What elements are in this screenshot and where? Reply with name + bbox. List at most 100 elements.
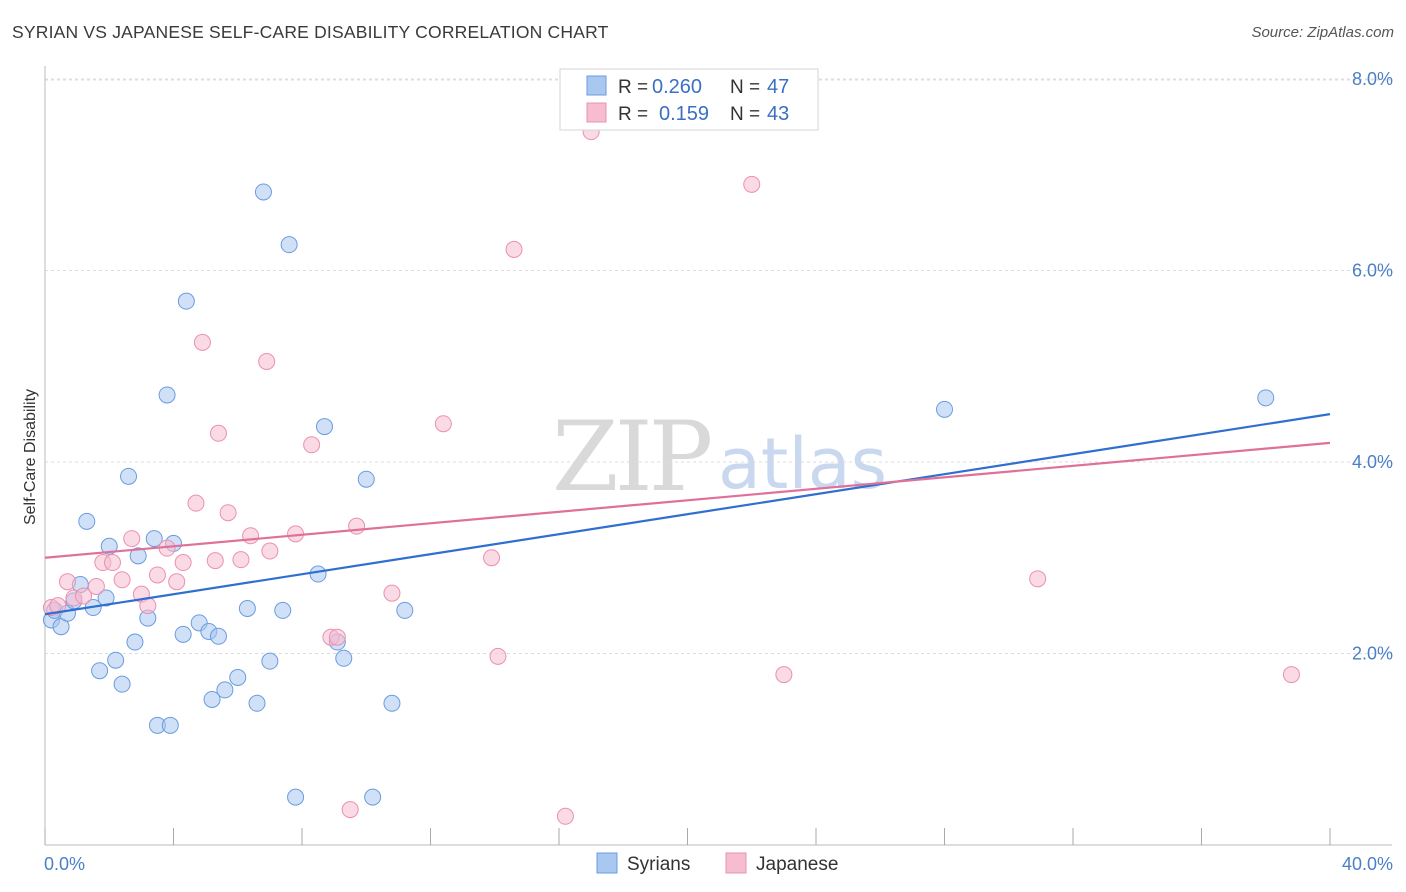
syrians-point-46: [1257, 389, 1275, 407]
syrians-point-36: [287, 788, 305, 806]
japanese-point-20: [219, 504, 237, 522]
japanese-point-2: [58, 573, 76, 591]
stats-japanese-r-label: R =: [618, 104, 648, 125]
japanese-point-30: [348, 517, 366, 535]
japanese-point-12: [148, 566, 166, 584]
syrians-point-38: [315, 418, 333, 436]
y-tick-label-0: 2.0%: [1352, 644, 1393, 664]
trend-lines: [44, 413, 1331, 616]
japanese-point-21: [232, 551, 250, 569]
japanese-point-40: [775, 666, 793, 684]
syrians-point-43: [383, 694, 401, 712]
japanese-point-33: [483, 549, 501, 567]
japanese-point-16: [187, 494, 205, 512]
japanese-point-22: [242, 527, 260, 545]
japanese-point-7: [103, 554, 121, 572]
syrians-point-14: [126, 633, 144, 651]
japanese-point-26: [303, 436, 321, 454]
stats-syrians-swatch: [586, 75, 607, 96]
syrians-point-27: [209, 627, 227, 645]
syrians-point-33: [261, 652, 279, 670]
x-tick-label-min: 0.0%: [44, 854, 85, 874]
syrians-point-31: [248, 694, 266, 712]
syrians-point-34: [274, 601, 292, 619]
syrians-point-30: [238, 599, 256, 617]
syrians-point-22: [174, 625, 192, 643]
japanese-point-17: [193, 333, 211, 351]
japanese-point-39: [743, 175, 761, 193]
stats-syrians-r-label: R =: [618, 77, 648, 98]
watermark-atlas: atlas: [718, 423, 887, 505]
syrians-point-19: [158, 386, 176, 404]
syrians-trend-line: [44, 413, 1331, 616]
syrians-point-11: [107, 651, 125, 669]
stats-syrians-n-value: 47: [767, 76, 789, 98]
japanese-point-35: [505, 240, 523, 258]
syrians-point-37: [309, 565, 327, 583]
stats-japanese-n-value: 43: [767, 103, 789, 125]
syrians-point-13: [120, 467, 138, 485]
axes: [44, 66, 1392, 846]
stats-japanese-swatch: [586, 102, 607, 123]
stats-japanese-n-label: N =: [730, 104, 760, 125]
japanese-point-41: [1029, 570, 1047, 588]
syrians-point-8: [91, 662, 109, 680]
syrians-point-12: [113, 675, 131, 693]
y-axis-label: Self-Care Disability: [22, 389, 39, 525]
syrians-point-29: [229, 668, 247, 686]
y-tick-label-3: 8.0%: [1352, 69, 1393, 89]
syrians-point-9: [97, 589, 115, 607]
japanese-point-9: [123, 530, 141, 548]
japanese-point-32: [434, 415, 452, 433]
legend-syrians-swatch[interactable]: [596, 852, 618, 874]
stats-japanese-r-value: 0.159: [659, 103, 709, 125]
chart-source: Source: ZipAtlas.com: [1251, 24, 1394, 41]
syrians-point-23: [177, 292, 195, 310]
syrians-point-6: [78, 512, 96, 530]
syrians-point-15: [129, 547, 147, 565]
japanese-point-4: [75, 587, 93, 605]
chart-title: SYRIAN VS JAPANESE SELF-CARE DISABILITY …: [12, 22, 609, 42]
japanese-point-42: [1282, 666, 1300, 684]
x-tick-label-max: 40.0%: [1342, 854, 1393, 874]
japanese-point-1: [49, 597, 67, 615]
japanese-point-19: [209, 424, 227, 442]
syrians-point-28: [216, 681, 234, 699]
syrians-point-41: [357, 470, 375, 488]
japanese-trend-line: [44, 441, 1331, 559]
series-japanese-points: [42, 84, 1300, 825]
legend-japanese-label[interactable]: Japanese: [756, 854, 838, 875]
syrians-point-26: [203, 690, 221, 708]
syrians-point-20: [161, 716, 179, 734]
japanese-point-8: [113, 571, 131, 589]
syrians-point-17: [145, 530, 163, 548]
japanese-point-28: [328, 628, 346, 646]
syrians-point-32: [254, 183, 272, 201]
watermark-zip: ZIP: [552, 401, 711, 513]
legend-japanese-swatch[interactable]: [725, 852, 747, 874]
japanese-point-36: [556, 807, 574, 825]
japanese-point-15: [174, 554, 192, 572]
japanese-point-5: [87, 577, 105, 595]
legend: Syrians Japanese: [596, 852, 838, 875]
stats-syrians-r-value: 0.260: [652, 76, 702, 98]
japanese-point-34: [489, 647, 507, 665]
y-tick-label-1: 4.0%: [1352, 452, 1393, 472]
syrians-point-45: [936, 400, 953, 418]
stats-box: R = 0.260 N = 47 R = 0.159 N = 43: [559, 68, 819, 131]
japanese-point-24: [261, 542, 279, 560]
legend-syrians-label[interactable]: Syrians: [627, 854, 690, 875]
syrians-point-44: [396, 601, 414, 619]
syrians-point-40: [335, 649, 353, 667]
y-tick-label-2: 6.0%: [1352, 261, 1393, 281]
syrians-point-35: [280, 236, 298, 254]
japanese-point-29: [341, 801, 359, 819]
japanese-point-31: [383, 584, 401, 602]
japanese-point-14: [168, 573, 186, 591]
stats-syrians-n-label: N =: [730, 77, 760, 98]
gridlines: [45, 78, 1392, 654]
syrians-point-10: [100, 537, 118, 555]
japanese-point-23: [258, 352, 276, 370]
y-tick-labels: 2.0% 4.0% 6.0% 8.0%: [1352, 69, 1393, 664]
